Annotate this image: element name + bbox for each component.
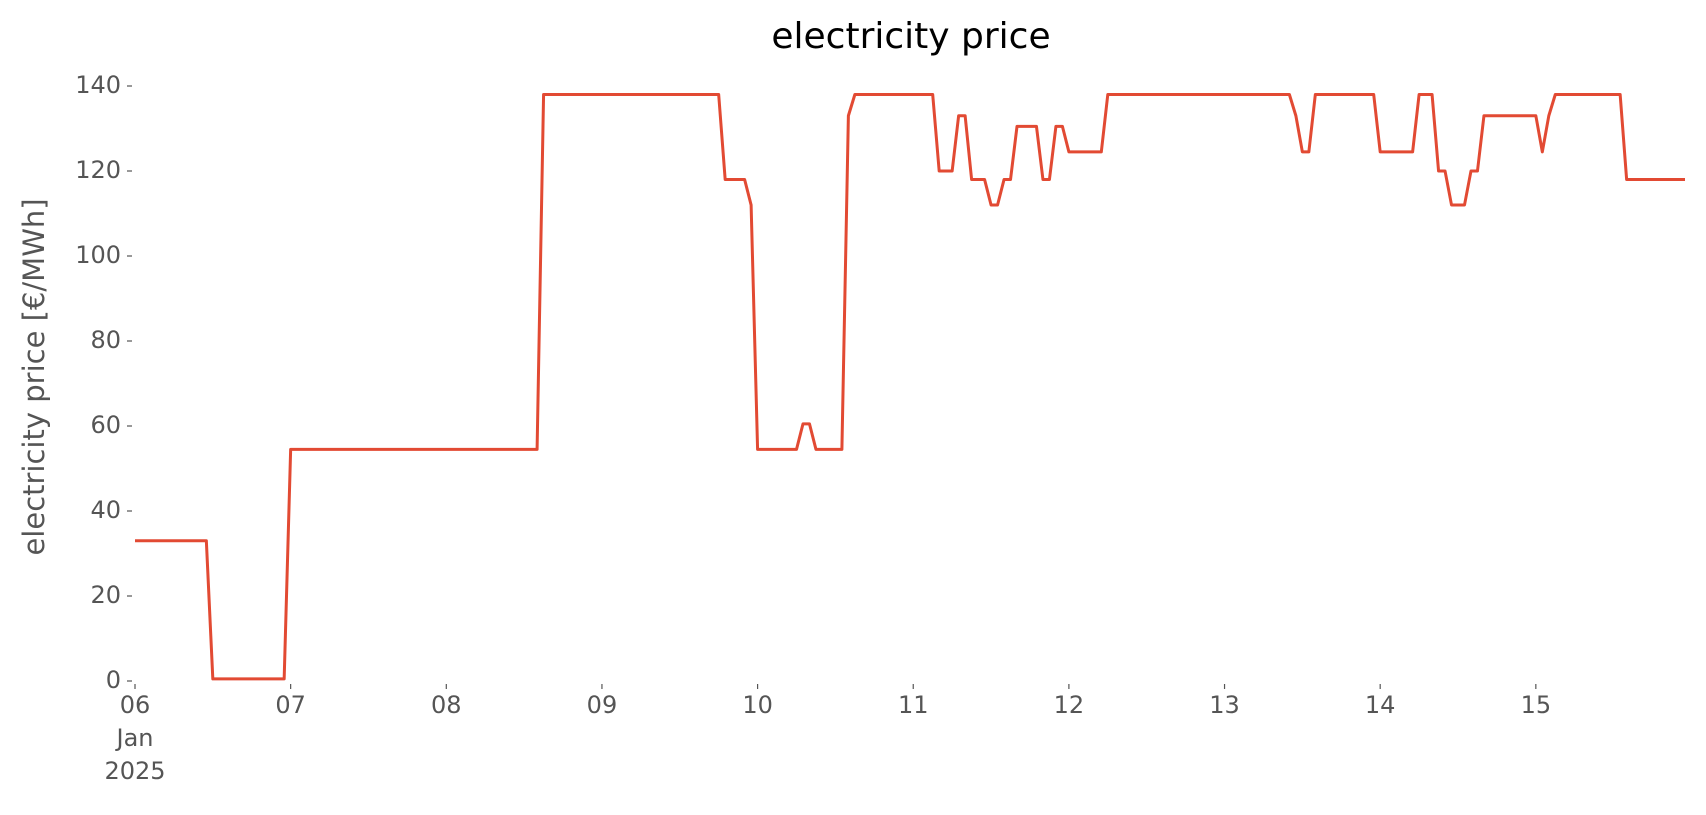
y-tick-label: 140: [75, 71, 121, 99]
chart-title: electricity price: [771, 16, 1050, 57]
x-tick-label: 11: [898, 691, 929, 719]
y-tick-label: 80: [90, 326, 121, 354]
x-tick-label: 10: [742, 691, 773, 719]
y-tick-label: 0: [106, 666, 121, 694]
y-tick-label: 40: [90, 496, 121, 524]
y-tick-label: 120: [75, 156, 121, 184]
x-tick-label: 14: [1365, 691, 1396, 719]
x-tick-label: 09: [587, 691, 618, 719]
y-tick-label: 20: [90, 581, 121, 609]
y-axis-label: electricity price [€/MWh]: [17, 198, 51, 555]
y-tick-label: 100: [75, 241, 121, 269]
x-tick-label: 06 Jan 2025: [104, 691, 165, 785]
line-series: [135, 93, 1685, 681]
x-tick-label: 12: [1054, 691, 1085, 719]
x-tick-label: 07: [275, 691, 306, 719]
x-tick-label: 15: [1521, 691, 1552, 719]
x-tick-label: 08: [431, 691, 462, 719]
y-tick-label: 60: [90, 411, 121, 439]
x-tick-label: 13: [1209, 691, 1240, 719]
